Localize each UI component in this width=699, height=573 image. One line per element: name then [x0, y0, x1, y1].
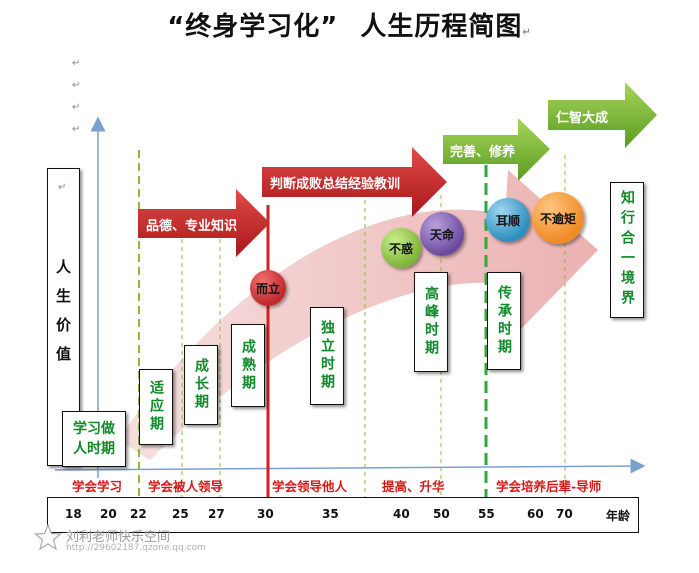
period-box-adapt: 适应期: [139, 369, 173, 445]
diagram-title: “终身学习化” 人生历程简图↵: [0, 6, 699, 43]
stage-label-3: 学会领导他人: [272, 479, 348, 494]
milestone-label-buhuo: 不惑: [388, 241, 413, 256]
arrow-shape-2: [262, 147, 447, 217]
period-box-grow: 成长期: [184, 345, 218, 425]
paragraph-mark: ↵: [58, 182, 67, 193]
age-tick-25: 25: [172, 507, 189, 521]
milestone-circle-ershun: 耳顺: [486, 198, 530, 242]
arrow-label-1: 品德、专业知识: [146, 219, 238, 234]
watermark-name: 刘利老师快乐空间: [66, 530, 171, 545]
age-tick-22: 22: [130, 507, 147, 521]
paragraph-mark: ↵: [72, 102, 81, 113]
age-tick-18: 18: [65, 507, 82, 521]
period-box-peak: 高峰时期: [414, 272, 448, 372]
age-tick-70: 70: [556, 507, 573, 521]
stage-label-4: 提高、升华: [382, 479, 445, 494]
period-box-independent: 独立时期: [310, 307, 344, 405]
y-axis-label: 人生价值: [54, 259, 72, 375]
age-tick-20: 20: [100, 507, 117, 521]
period-label-adapt: 适应期: [148, 380, 164, 434]
arrow-shape-1: [138, 189, 270, 257]
period-label-mature: 成熟期: [240, 338, 256, 393]
arrow-label-4: 仁智大成: [556, 111, 609, 126]
growth-background-arrow: [118, 170, 598, 460]
arrow-shape-3: [443, 118, 550, 181]
paragraph-mark: ↵: [72, 124, 81, 135]
x-axis-line: [54, 458, 646, 474]
milestone-circle-buyuju: 不逾矩: [532, 192, 584, 244]
age-tick-27: 27: [208, 507, 225, 521]
milestone-label-erli: 而立: [255, 281, 280, 296]
title-quote: “终身学习化”: [167, 12, 339, 42]
x-axis-label: 年龄: [606, 509, 631, 523]
age-tick-60: 60: [527, 507, 544, 521]
stage-label-5: 学会培养后辈-导师: [496, 479, 602, 494]
arrow-label-2: 判断成败总结经验教训: [270, 177, 401, 192]
period-label-inherit: 传承时期: [496, 285, 512, 357]
stage-label-1: 学会学习: [72, 479, 123, 494]
title-main: 人生历程简图: [360, 12, 523, 42]
milestone-label-ershun: 耳顺: [495, 213, 520, 228]
stage-label-2: 学会被人领导: [148, 479, 224, 494]
age-axis-bar: [47, 497, 639, 533]
milestone-label-buyuju: 不逾矩: [539, 211, 576, 226]
age-tick-30: 30: [257, 507, 274, 521]
period-box-inherit: 传承时期: [487, 272, 521, 370]
milestone-circle-erli: 而立: [250, 270, 286, 306]
period-label-independent: 独立时期: [319, 320, 335, 392]
milestone-circle-tianming: 天命: [420, 212, 464, 256]
period-label-peak: 高峰时期: [423, 286, 439, 358]
age-tick-35: 35: [322, 507, 339, 521]
paragraph-mark: ↵: [72, 58, 81, 69]
period-box-learn-person: 学习做人时期: [62, 411, 126, 467]
star-icon: [34, 524, 62, 550]
period-box-unity: 知行合一境界: [610, 182, 644, 318]
arrow-shape-4: [548, 82, 657, 148]
age-tick-50: 50: [433, 507, 450, 521]
milestone-label-tianming: 天命: [429, 227, 454, 242]
age-tick-55: 55: [478, 507, 495, 521]
milestone-circle-buhuo: 不惑: [381, 228, 421, 268]
period-label-unity: 知行合一境界: [619, 190, 635, 310]
paragraph-mark: ↵: [522, 27, 532, 38]
paragraph-mark: ↵: [72, 80, 81, 91]
watermark-url: http://29602187.qzone.qq.com: [66, 543, 206, 553]
period-label-learn-person: 学习做人时期: [73, 421, 115, 457]
period-label-grow: 成长期: [193, 358, 209, 412]
period-box-mature: 成熟期: [231, 324, 265, 407]
age-tick-40: 40: [393, 507, 410, 521]
arrow-label-3: 完善、修养: [450, 145, 516, 160]
